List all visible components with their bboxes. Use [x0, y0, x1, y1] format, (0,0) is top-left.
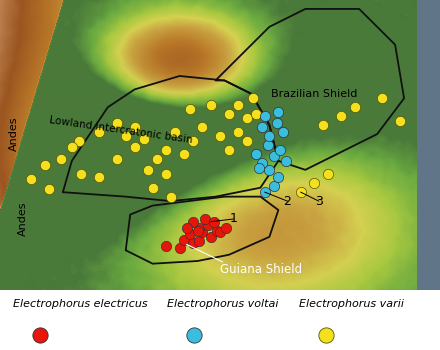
- Point: [113, 156, 120, 162]
- Point: [163, 243, 170, 248]
- Point: [338, 113, 345, 119]
- Point: [275, 109, 282, 114]
- Point: [297, 189, 304, 195]
- Point: [205, 223, 212, 228]
- Point: [253, 112, 260, 117]
- Text: Electrophorus varii: Electrophorus varii: [299, 299, 404, 309]
- Point: [46, 187, 53, 192]
- Point: [163, 147, 170, 153]
- Text: Andes: Andes: [18, 202, 27, 236]
- Text: Lowland intercratonic basin: Lowland intercratonic basin: [49, 114, 194, 145]
- Point: [324, 172, 331, 177]
- Text: Electrophorus voltai: Electrophorus voltai: [167, 299, 279, 309]
- Point: [216, 230, 224, 235]
- Point: [378, 96, 385, 101]
- Point: [183, 225, 190, 231]
- Point: [167, 194, 174, 199]
- Point: [41, 162, 48, 168]
- Text: Andes: Andes: [8, 117, 18, 151]
- Point: [266, 167, 273, 173]
- Point: [68, 145, 75, 150]
- Point: [210, 219, 217, 224]
- Text: Brazilian Shield: Brazilian Shield: [271, 89, 357, 99]
- Point: [223, 225, 230, 231]
- Point: [270, 154, 277, 159]
- Point: [273, 120, 280, 126]
- Point: [149, 185, 156, 190]
- Point: [145, 167, 152, 173]
- Point: [196, 239, 203, 244]
- Point: [187, 231, 194, 237]
- Point: [270, 183, 277, 189]
- Point: [275, 174, 282, 180]
- Point: [172, 130, 179, 135]
- Point: [163, 172, 170, 177]
- Point: [198, 124, 205, 130]
- Point: [196, 225, 203, 231]
- Point: [250, 96, 257, 101]
- Text: Electrophorus electricus: Electrophorus electricus: [13, 299, 148, 309]
- Point: [396, 118, 403, 124]
- Point: [311, 181, 318, 186]
- Text: 2: 2: [283, 195, 291, 208]
- Point: [113, 120, 120, 126]
- Point: [235, 130, 242, 135]
- Point: [225, 147, 232, 153]
- Point: [190, 240, 197, 246]
- Point: [208, 103, 215, 108]
- Point: [154, 156, 161, 162]
- Point: [253, 151, 260, 156]
- Point: [194, 228, 201, 233]
- Point: [243, 115, 250, 121]
- Point: [95, 174, 102, 180]
- Point: [243, 139, 250, 144]
- Point: [282, 158, 289, 164]
- Point: [76, 139, 83, 144]
- Point: [320, 122, 327, 128]
- Point: [131, 124, 138, 130]
- Point: [198, 230, 205, 235]
- Text: Guiana Shield: Guiana Shield: [220, 264, 302, 276]
- Point: [77, 172, 84, 177]
- Point: [201, 216, 208, 222]
- Point: [259, 124, 266, 130]
- Point: [180, 151, 187, 156]
- Point: [176, 246, 183, 251]
- Point: [255, 165, 262, 171]
- Point: [122, 133, 129, 139]
- Point: [190, 219, 197, 224]
- Point: [58, 156, 65, 162]
- Point: [235, 103, 242, 108]
- Point: [259, 160, 266, 166]
- Point: [225, 112, 232, 117]
- Point: [208, 234, 215, 240]
- Text: 1: 1: [230, 212, 238, 225]
- Point: [351, 104, 358, 110]
- Point: [187, 106, 194, 112]
- Point: [279, 130, 286, 135]
- Point: [261, 113, 268, 119]
- Point: [190, 139, 197, 144]
- Point: [131, 145, 138, 150]
- Point: [140, 136, 147, 141]
- Point: [261, 189, 268, 195]
- Point: [216, 133, 224, 139]
- Text: 3: 3: [315, 195, 323, 208]
- Point: [264, 142, 271, 148]
- Point: [214, 228, 221, 233]
- Point: [28, 176, 35, 182]
- Point: [180, 237, 187, 242]
- Point: [266, 133, 273, 139]
- Point: [95, 130, 102, 135]
- Point: [277, 147, 284, 153]
